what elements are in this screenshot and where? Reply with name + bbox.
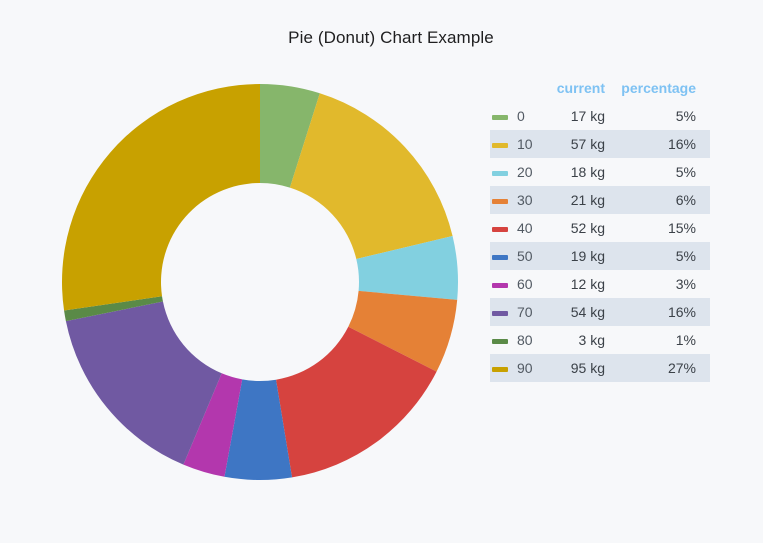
donut-slice-0[interactable] — [260, 84, 320, 188]
donut-slices — [61, 84, 458, 481]
legend-row[interactable]: 40 52 kg 15% — [490, 214, 710, 242]
legend-label[interactable]: 60 — [517, 276, 533, 292]
legend-row[interactable]: 60 12 kg 3% — [490, 270, 710, 298]
legend-row[interactable]: 0 17 kg 5% — [490, 102, 710, 130]
legend-current-value: 21 kg — [570, 192, 605, 208]
legend-percentage-value: 16% — [667, 304, 696, 320]
legend-label[interactable]: 40 — [517, 220, 533, 236]
legend-label[interactable]: 50 — [517, 248, 533, 264]
legend-current-value: 12 kg — [570, 276, 605, 292]
legend-row[interactable]: 90 95 kg 27% — [490, 354, 710, 382]
donut-slice-10[interactable] — [289, 93, 453, 259]
legend-swatch[interactable] — [492, 227, 508, 232]
donut-slice-90[interactable] — [61, 84, 260, 311]
legend-swatch[interactable] — [492, 143, 508, 148]
legend-percentage-value: 3% — [675, 276, 696, 292]
chart-title: Pie (Donut) Chart Example — [288, 28, 494, 47]
legend-current-value: 3 kg — [578, 332, 605, 348]
donut-slice-20[interactable] — [356, 235, 458, 300]
legend-percentage-value: 16% — [667, 136, 696, 152]
legend-current-value: 95 kg — [570, 360, 605, 376]
legend-swatch[interactable] — [492, 367, 508, 372]
legend-label[interactable]: 10 — [517, 136, 533, 152]
legend-header: current percentage — [490, 80, 710, 102]
legend-row[interactable]: 70 54 kg 16% — [490, 298, 710, 326]
donut-slice-40[interactable] — [276, 326, 437, 478]
legend-label[interactable]: 70 — [517, 304, 533, 320]
legend-label[interactable]: 0 — [517, 108, 525, 124]
legend-swatch[interactable] — [492, 311, 508, 316]
legend-percentage-value: 15% — [667, 220, 696, 236]
legend-current-value: 19 kg — [570, 248, 605, 264]
legend-swatch[interactable] — [492, 339, 508, 344]
legend-current-value: 18 kg — [570, 164, 605, 180]
legend-percentage-value: 5% — [675, 108, 696, 124]
donut-slice-80[interactable] — [64, 296, 163, 322]
chart-legend: current percentage 0 17 kg 5% 10 57 kg 16% 20 1… — [490, 80, 710, 382]
legend-label[interactable]: 80 — [517, 332, 533, 348]
donut-slice-70[interactable] — [65, 301, 222, 465]
donut-slice-60[interactable] — [183, 373, 243, 477]
legend-swatch[interactable] — [492, 255, 508, 260]
legend-header-current[interactable]: current — [556, 80, 605, 96]
donut-slice-50[interactable] — [224, 379, 293, 481]
donut-slice-30[interactable] — [348, 290, 458, 372]
legend-header-percentage[interactable]: percentage — [621, 80, 696, 96]
legend-label[interactable]: 30 — [517, 192, 533, 208]
legend-rows: 0 17 kg 5% 10 57 kg 16% 20 18 kg 5% 30 21 kg 6% 40 52… — [490, 102, 710, 382]
legend-percentage-value: 27% — [667, 360, 696, 376]
legend-label[interactable]: 90 — [517, 360, 533, 376]
legend-current-value: 57 kg — [570, 136, 605, 152]
legend-row[interactable]: 50 19 kg 5% — [490, 242, 710, 270]
legend-row[interactable]: 30 21 kg 6% — [490, 186, 710, 214]
legend-current-value: 17 kg — [570, 108, 605, 124]
legend-swatch[interactable] — [492, 115, 508, 120]
legend-current-value: 54 kg — [570, 304, 605, 320]
legend-row[interactable]: 10 57 kg 16% — [490, 130, 710, 158]
legend-row[interactable]: 80 3 kg 1% — [490, 326, 710, 354]
legend-row[interactable]: 20 18 kg 5% — [490, 158, 710, 186]
legend-swatch[interactable] — [492, 171, 508, 176]
legend-swatch[interactable] — [492, 199, 508, 204]
legend-percentage-value: 6% — [675, 192, 696, 208]
legend-percentage-value: 1% — [675, 332, 696, 348]
legend-percentage-value: 5% — [675, 248, 696, 264]
legend-percentage-value: 5% — [675, 164, 696, 180]
legend-current-value: 52 kg — [570, 220, 605, 236]
legend-label[interactable]: 20 — [517, 164, 533, 180]
legend-swatch[interactable] — [492, 283, 508, 288]
